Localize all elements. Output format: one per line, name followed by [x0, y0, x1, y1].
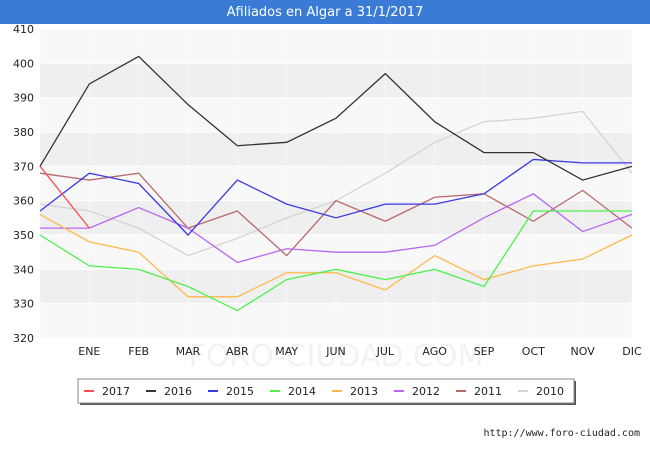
legend-label-2010: 2010 [536, 385, 564, 398]
x-tick-label: ABR [226, 345, 249, 358]
y-tick-label: 370 [13, 160, 34, 173]
x-tick-label: ENE [78, 345, 100, 358]
legend-label-2016: 2016 [164, 385, 192, 398]
series-line-2012 [40, 193, 633, 264]
y-tick-label: 360 [13, 195, 34, 208]
x-tick-label: MAY [275, 345, 298, 358]
y-tick-label: 320 [13, 332, 34, 345]
y-tick-label: 380 [13, 126, 34, 139]
x-tick-label: FEB [128, 345, 149, 358]
series-line-2014 [39, 210, 632, 312]
y-tick-label: 390 [13, 92, 34, 105]
y-tick-label: 340 [13, 263, 34, 276]
y-tick-label: 330 [13, 298, 34, 311]
legend-label-2017: 2017 [102, 385, 130, 398]
legend-label-2013: 2013 [350, 385, 378, 398]
x-tick-label: MAR [176, 345, 201, 358]
x-tick-label: NOV [571, 345, 596, 358]
y-tick-label: 350 [13, 229, 34, 242]
series-line-2016 [39, 55, 633, 181]
series-line-2015 [39, 158, 632, 236]
x-tick-label: AGO [422, 345, 447, 358]
legend-label-2012: 2012 [412, 385, 440, 398]
y-tick-label: 400 [13, 57, 34, 70]
legend-box [77, 378, 575, 404]
x-tick-label: OCT [522, 345, 545, 358]
x-tick-label: DIC [622, 345, 642, 358]
legend-label-2015: 2015 [226, 385, 254, 398]
series-line-2013 [39, 213, 633, 298]
grid-band [40, 63, 632, 98]
legend-label-2014: 2014 [288, 385, 316, 398]
y-tick-label: 410 [13, 23, 34, 36]
source-url: http://www.foro-ciudad.com [483, 428, 640, 439]
chart-title-bar: Afiliados en Algar a 31/1/2017 [0, 0, 650, 24]
series-line-2017 [39, 165, 90, 229]
x-tick-label: JUL [376, 345, 395, 358]
chart-title: Afiliados en Algar a 31/1/2017 [226, 4, 424, 20]
series-line-2011 [39, 172, 633, 257]
watermark: FORO-CIUDAD.COM [189, 339, 484, 374]
x-tick-label: SEP [474, 345, 495, 358]
legend-label-2011: 2011 [474, 385, 502, 398]
x-tick-label: JUN [325, 345, 346, 358]
